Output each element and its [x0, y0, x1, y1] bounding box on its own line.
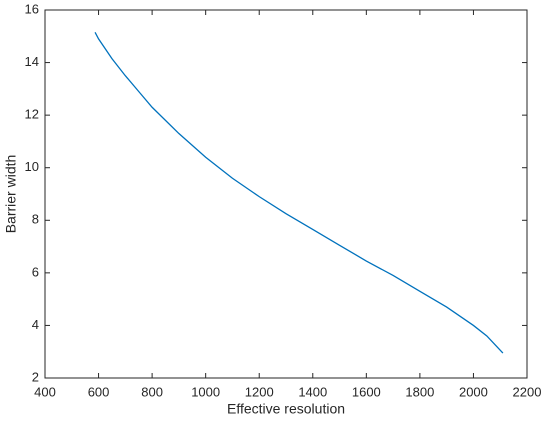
x-tick-label: 1600 — [352, 384, 381, 399]
y-tick-label: 16 — [25, 1, 39, 16]
plot-box — [44, 9, 528, 379]
y-axis-label: Barrier width — [3, 155, 19, 234]
y-tick-label: 10 — [25, 159, 39, 174]
y-tick-label: 12 — [25, 107, 39, 122]
x-axis-label: Effective resolution — [227, 401, 345, 417]
y-tick-label: 14 — [25, 54, 39, 69]
y-tick-label: 6 — [32, 264, 39, 279]
x-tick-label: 1400 — [298, 384, 327, 399]
y-tick-label: 2 — [32, 369, 39, 384]
x-tick-label: 400 — [34, 384, 56, 399]
x-tick-label: 600 — [88, 384, 110, 399]
x-tick-label: 2200 — [513, 384, 542, 399]
x-tick-label: 1200 — [245, 384, 274, 399]
x-tick-label: 1000 — [191, 384, 220, 399]
data-line — [94, 32, 504, 354]
y-tick-label: 8 — [32, 212, 39, 227]
x-tick-label: 800 — [141, 384, 163, 399]
x-tick-label: 1800 — [405, 384, 434, 399]
y-tick-label: 4 — [32, 317, 39, 332]
x-tick-label: 2000 — [459, 384, 488, 399]
